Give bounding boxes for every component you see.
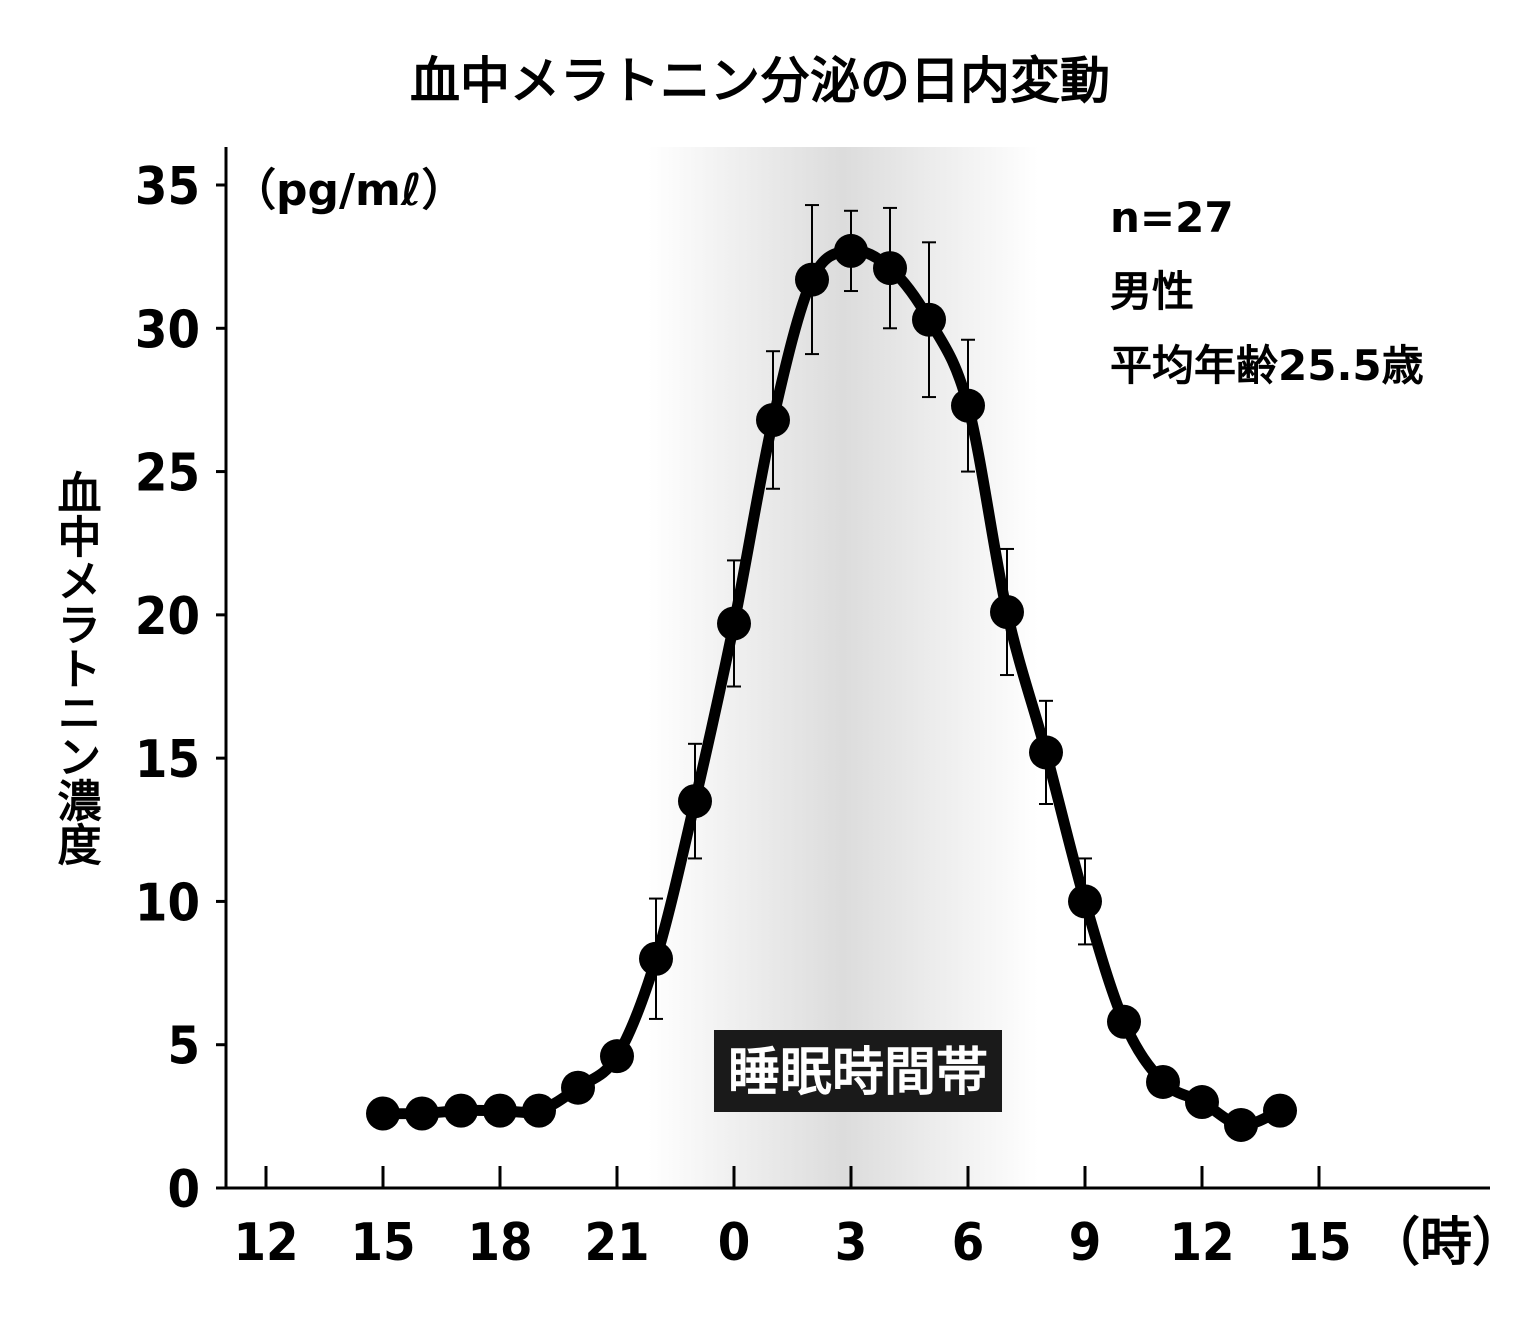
data-point xyxy=(522,1093,556,1128)
data-point xyxy=(483,1093,517,1128)
y-tick-label: 35 xyxy=(135,157,200,217)
x-tick-label: 15 xyxy=(1286,1213,1351,1273)
data-point xyxy=(1068,884,1102,919)
data-point xyxy=(873,251,907,286)
data-point xyxy=(1185,1085,1219,1120)
data-point xyxy=(795,262,829,297)
data-point xyxy=(1263,1093,1297,1128)
x-tick-label: 15 xyxy=(350,1213,415,1273)
data-point xyxy=(951,388,985,423)
data-point xyxy=(912,302,946,337)
data-point xyxy=(639,941,673,976)
data-point xyxy=(756,402,790,437)
data-point xyxy=(717,606,751,641)
x-tick-label: 6 xyxy=(952,1213,985,1273)
y-tick-label: 10 xyxy=(135,873,200,933)
data-point xyxy=(1029,735,1063,770)
y-tick-label: 30 xyxy=(135,300,200,360)
data-points xyxy=(366,233,1297,1142)
info-line: n=27 xyxy=(1110,193,1234,242)
data-point xyxy=(444,1093,478,1128)
y-axis-label: 血中メラトニン濃度 xyxy=(50,470,102,866)
sleep-band xyxy=(648,147,1039,1188)
data-point xyxy=(1146,1064,1180,1099)
sleep-band-label-box: 睡眠時間帯 xyxy=(713,1030,1003,1112)
x-unit: （時） xyxy=(1368,1213,1524,1273)
x-tick-label: 3 xyxy=(835,1213,868,1273)
y-tick-label: 25 xyxy=(135,444,200,504)
x-tick-label: 18 xyxy=(467,1213,532,1273)
data-point xyxy=(600,1039,634,1074)
sleep-band-label: 睡眠時間帯 xyxy=(728,1043,988,1103)
x-tick-label: 9 xyxy=(1069,1213,1102,1273)
y-tick-label: 5 xyxy=(167,1017,200,1077)
data-point xyxy=(834,233,868,268)
y-tick-label: 15 xyxy=(135,730,200,790)
data-point xyxy=(405,1096,439,1131)
x-tick-label: 21 xyxy=(584,1213,649,1273)
data-point xyxy=(990,594,1024,629)
y-ticks: 0 5 10 15 20 25 30 35 xyxy=(135,157,226,1220)
y-tick-label: 0 xyxy=(167,1160,200,1220)
x-tick-label: 12 xyxy=(233,1213,298,1273)
info-line: 平均年齢25.5歳 xyxy=(1110,341,1424,390)
chart-title: 血中メラトニン分泌の日内変動 xyxy=(410,52,1110,110)
info-line: 男性 xyxy=(1110,267,1194,316)
data-point xyxy=(561,1070,595,1105)
data-point xyxy=(366,1096,400,1131)
data-point xyxy=(1224,1107,1258,1142)
data-point xyxy=(678,784,712,819)
x-ticks: 12 15 18 21 0 3 6 9 12 15 xyxy=(233,1166,1352,1273)
data-point xyxy=(1107,1004,1141,1039)
y-unit: （pg/mℓ） xyxy=(232,165,466,216)
y-tick-label: 20 xyxy=(135,587,200,647)
x-tick-label: 0 xyxy=(718,1213,751,1273)
x-tick-label: 12 xyxy=(1169,1213,1234,1273)
